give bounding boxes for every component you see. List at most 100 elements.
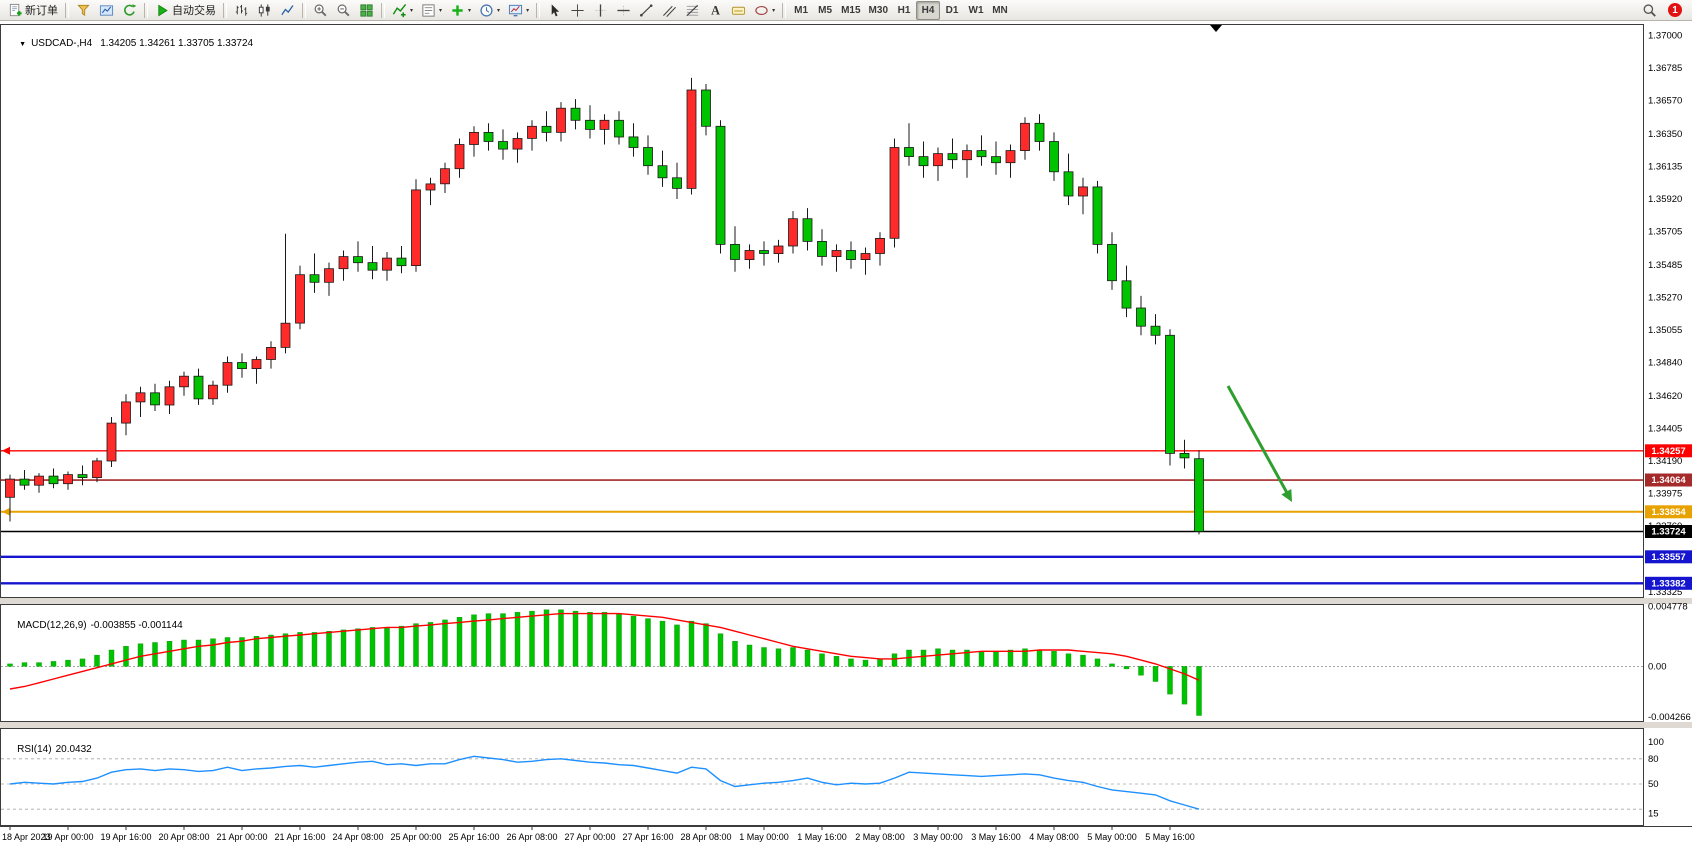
timeframe-h4-button[interactable]: H4: [916, 0, 940, 20]
macd-histogram-bar: [558, 609, 564, 667]
candle: [396, 257, 407, 267]
macd-histogram-bar: [862, 659, 869, 667]
auto-trading-button[interactable]: 自动交易: [151, 1, 220, 20]
vertical-line-tool-button[interactable]: [589, 1, 612, 20]
tile-windows-button[interactable]: [355, 1, 378, 20]
crosshair-tool-button[interactable]: [566, 1, 589, 20]
timeframe-mn-button[interactable]: MN: [988, 1, 1012, 20]
macd-histogram-bar: [761, 647, 767, 667]
list-icon: [421, 3, 436, 18]
timeframe-m1-button[interactable]: M1: [789, 1, 813, 20]
notifications-badge[interactable]: 1: [1668, 3, 1682, 17]
templates-button[interactable]: ▾: [504, 1, 533, 20]
cursor-tool-button[interactable]: [543, 1, 566, 20]
indicator-windows-button[interactable]: ▾: [417, 1, 446, 20]
price-tag-value: 1.33557: [1651, 552, 1685, 563]
candle: [788, 218, 798, 247]
candle: [730, 243, 740, 260]
text-tool-button[interactable]: A: [704, 1, 727, 20]
line-chart-mode-button[interactable]: [276, 1, 299, 20]
timeframe-h1-button[interactable]: H1: [892, 1, 916, 20]
line-anchor-icon[interactable]: [2, 507, 10, 516]
fibo-icon: [685, 3, 700, 18]
funnel-icon: [76, 3, 91, 18]
chart-canvas[interactable]: 1.37000 1.36785 1.36570 1.36350 1.36135 1.359…: [0, 21, 1692, 851]
candle: [614, 119, 624, 138]
chart-shift-marker-icon[interactable]: [1210, 25, 1222, 32]
text-label-tool-button[interactable]: [727, 1, 750, 20]
candlestick-mode-button[interactable]: [253, 1, 276, 20]
price-tag-value: 1.33724: [1651, 527, 1686, 538]
candle: [759, 250, 769, 254]
macd-histogram-bar: [877, 658, 883, 667]
timeframe-m15-button[interactable]: M15: [837, 1, 864, 20]
price-axis-label: 1.33325: [1648, 587, 1682, 598]
search-button[interactable]: [1638, 1, 1661, 20]
plus-icon: [450, 3, 465, 18]
macd-histogram-bar: [21, 662, 28, 667]
play-icon: [155, 3, 170, 18]
timeframe-d1-button[interactable]: D1: [940, 1, 964, 20]
trend-arrow-annotation[interactable]: [1226, 385, 1290, 495]
macd-histogram-bar: [1080, 654, 1086, 667]
trend-arrow-head[interactable]: [1281, 489, 1292, 502]
indicators-button[interactable]: ▾: [388, 1, 417, 20]
price-tag: [1645, 444, 1692, 458]
candle: [208, 384, 218, 400]
market-watch-button[interactable]: [95, 1, 118, 20]
fibonacci-tool-button[interactable]: [681, 1, 704, 20]
timeframe-w1-button[interactable]: W1: [964, 1, 988, 20]
rsi-axis-label: 80: [1648, 754, 1659, 765]
periods-menu-button[interactable]: ▾: [475, 1, 504, 20]
macd-histogram-bar: [340, 629, 347, 667]
candle: [150, 392, 160, 406]
metaeditor-button[interactable]: [72, 1, 95, 20]
channel-tool-button[interactable]: [658, 1, 681, 20]
bars-icon: [234, 3, 249, 18]
horizontal-line-tool-button[interactable]: [612, 1, 635, 20]
price-axis-label: 1.34840: [1648, 358, 1682, 369]
shapes-icon: [754, 3, 769, 18]
candle: [585, 119, 595, 130]
zoom-out-button[interactable]: [332, 1, 355, 20]
add-object-button[interactable]: ▾: [446, 1, 475, 20]
arrows-tool-button[interactable]: ▾: [750, 1, 779, 20]
pane-splitter[interactable]: [0, 722, 1692, 728]
timeframe-m30-button[interactable]: M30: [865, 1, 892, 20]
indicator-icon: [392, 3, 407, 18]
candle: [295, 274, 305, 324]
time-axis-label: 18 Apr 2023: [2, 832, 51, 842]
toolbar-separator: [223, 2, 227, 18]
navigator-button[interactable]: [118, 1, 141, 20]
macd-histogram-bar: [645, 618, 651, 667]
bar-chart-mode-button[interactable]: [230, 1, 253, 20]
candle: [193, 375, 204, 400]
macd-histogram-bar: [181, 639, 187, 667]
macd-histogram-bar: [775, 648, 782, 667]
price-tag: [1645, 505, 1692, 519]
macd-histogram-bar: [1065, 653, 1072, 667]
trendline-tool-button[interactable]: [635, 1, 658, 20]
macd-histogram-bar: [456, 617, 463, 667]
macd-axis-label: 0.004778: [1648, 601, 1688, 612]
zoom-in-button[interactable]: [309, 1, 332, 20]
refresh-icon: [122, 3, 137, 18]
line-anchor-icon[interactable]: [2, 446, 10, 455]
price-axis-label: 1.35705: [1648, 227, 1682, 238]
textA-icon: A: [708, 3, 723, 18]
candle: [875, 237, 885, 254]
template-icon: [508, 3, 523, 18]
macd-histogram-bar: [833, 656, 840, 667]
time-axis-label: 5 May 16:00: [1145, 832, 1195, 842]
auto-trading-label: 自动交易: [172, 5, 216, 17]
dropdown-caret-icon: ▾: [497, 7, 501, 14]
macd-axis-label: -0.004266: [1648, 712, 1691, 723]
macd-histogram-bar: [819, 653, 825, 667]
candle: [599, 119, 610, 130]
new-order-button[interactable]: 新订单: [4, 1, 62, 20]
timeframe-m5-button[interactable]: M5: [813, 1, 837, 20]
price-axis-label: 1.36785: [1648, 63, 1682, 74]
pane-splitter[interactable]: [0, 598, 1692, 604]
macd-histogram-bar: [413, 623, 419, 667]
candle: [353, 256, 363, 264]
